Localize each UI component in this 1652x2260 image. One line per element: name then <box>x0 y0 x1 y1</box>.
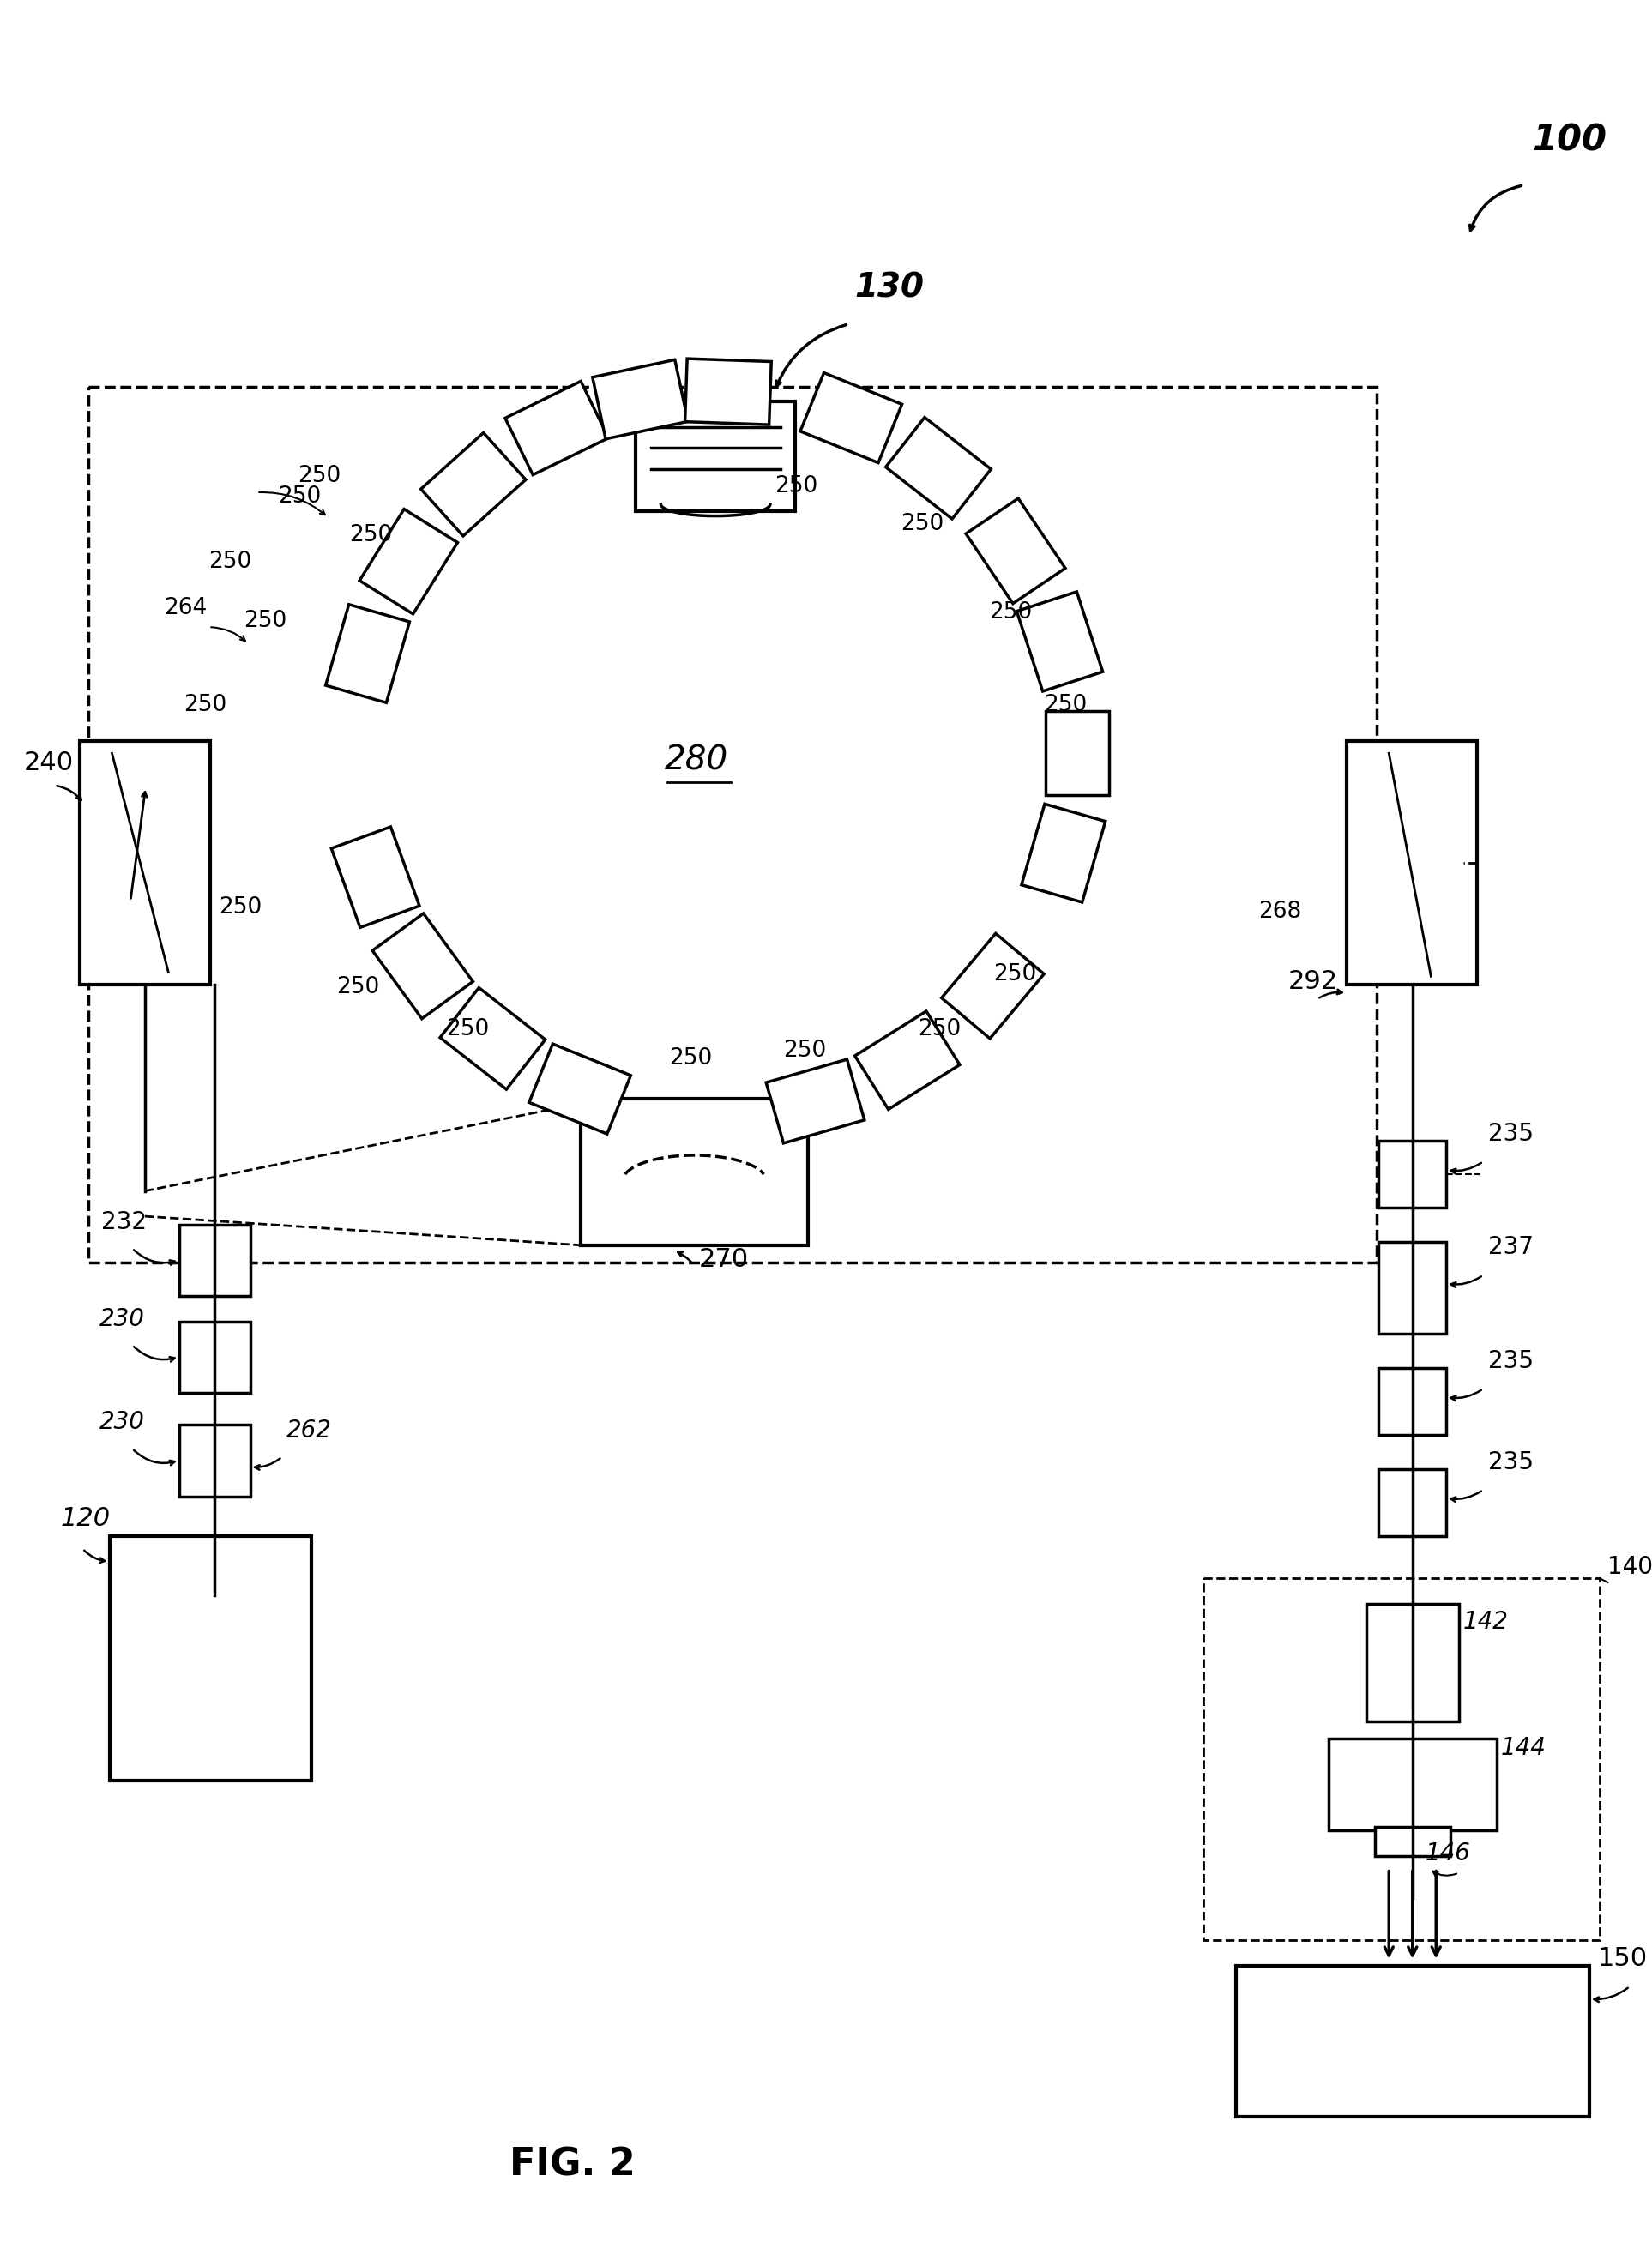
Text: 144: 144 <box>1502 1736 1546 1761</box>
Text: 250: 250 <box>278 486 320 508</box>
Polygon shape <box>885 418 991 520</box>
Bar <box>1379 1141 1446 1207</box>
Text: 235: 235 <box>1488 1349 1533 1372</box>
Text: 250: 250 <box>775 475 818 497</box>
Text: 230: 230 <box>99 1306 145 1331</box>
Polygon shape <box>506 382 608 475</box>
Text: 130: 130 <box>854 271 923 305</box>
Text: 250: 250 <box>993 963 1036 985</box>
Polygon shape <box>439 988 545 1089</box>
Polygon shape <box>767 1060 864 1144</box>
Bar <box>636 402 796 511</box>
Polygon shape <box>1021 805 1105 902</box>
Text: 235: 235 <box>1488 1121 1533 1146</box>
Text: 262: 262 <box>286 1419 332 1442</box>
Text: 290: 290 <box>722 371 771 396</box>
Text: 250: 250 <box>990 601 1032 624</box>
Text: 235: 235 <box>1488 1451 1533 1474</box>
Polygon shape <box>942 933 1044 1040</box>
Polygon shape <box>593 359 687 438</box>
Text: 142: 142 <box>1464 1609 1508 1634</box>
Text: 250: 250 <box>900 513 943 536</box>
Bar <box>1379 1367 1446 1435</box>
Bar <box>1346 741 1477 985</box>
Bar <box>1374 1826 1450 1855</box>
Bar <box>79 741 210 985</box>
Text: 250: 250 <box>669 1049 712 1069</box>
Polygon shape <box>1046 712 1108 796</box>
Text: 250: 250 <box>244 610 287 633</box>
Bar <box>1379 1241 1446 1333</box>
Text: 250: 250 <box>337 976 380 999</box>
Text: 250: 250 <box>783 1040 826 1062</box>
Text: 250: 250 <box>183 694 226 716</box>
Polygon shape <box>360 508 458 615</box>
Text: FIG. 2: FIG. 2 <box>509 2147 636 2183</box>
Text: 250: 250 <box>446 1019 489 1040</box>
Text: 292: 292 <box>1289 970 1338 994</box>
Bar <box>1204 1577 1599 1939</box>
Polygon shape <box>372 913 472 1019</box>
Bar <box>1236 1966 1589 2118</box>
Text: 250: 250 <box>349 524 393 547</box>
Polygon shape <box>966 499 1066 603</box>
Bar <box>109 1537 312 1781</box>
Text: 237: 237 <box>1488 1236 1533 1259</box>
Text: 250: 250 <box>218 897 263 918</box>
Text: 100: 100 <box>1531 122 1607 158</box>
Text: 140: 140 <box>1607 1555 1652 1580</box>
Polygon shape <box>325 603 410 703</box>
Text: 264: 264 <box>164 597 206 619</box>
Polygon shape <box>1016 592 1104 692</box>
Bar <box>582 1098 808 1245</box>
Text: 120: 120 <box>61 1507 111 1532</box>
Polygon shape <box>529 1044 631 1135</box>
Bar <box>180 1225 251 1297</box>
Bar <box>180 1426 251 1496</box>
Bar <box>1366 1602 1459 1722</box>
Text: 270: 270 <box>699 1248 748 1272</box>
Text: 230: 230 <box>99 1410 145 1435</box>
Text: 146: 146 <box>1426 1842 1470 1864</box>
Text: 240: 240 <box>23 750 73 775</box>
Text: 250: 250 <box>1044 694 1087 716</box>
Polygon shape <box>332 827 420 927</box>
Text: 150: 150 <box>1597 1946 1647 1971</box>
Text: 232: 232 <box>101 1209 147 1234</box>
Text: 280: 280 <box>666 744 729 777</box>
Bar <box>180 1322 251 1392</box>
Bar <box>1328 1738 1497 1831</box>
Polygon shape <box>800 373 902 463</box>
Text: 268: 268 <box>1259 899 1302 922</box>
Bar <box>1379 1469 1446 1537</box>
Text: 250: 250 <box>297 466 340 488</box>
Polygon shape <box>686 359 771 425</box>
Text: 250: 250 <box>208 551 251 574</box>
Polygon shape <box>854 1010 960 1110</box>
Polygon shape <box>421 432 525 536</box>
Bar <box>89 386 1376 1263</box>
Text: 250: 250 <box>917 1019 960 1040</box>
